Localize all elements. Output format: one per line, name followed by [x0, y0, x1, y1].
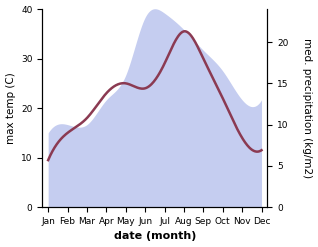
Y-axis label: med. precipitation (kg/m2): med. precipitation (kg/m2): [302, 38, 313, 178]
X-axis label: date (month): date (month): [114, 231, 196, 242]
Y-axis label: max temp (C): max temp (C): [5, 72, 16, 144]
